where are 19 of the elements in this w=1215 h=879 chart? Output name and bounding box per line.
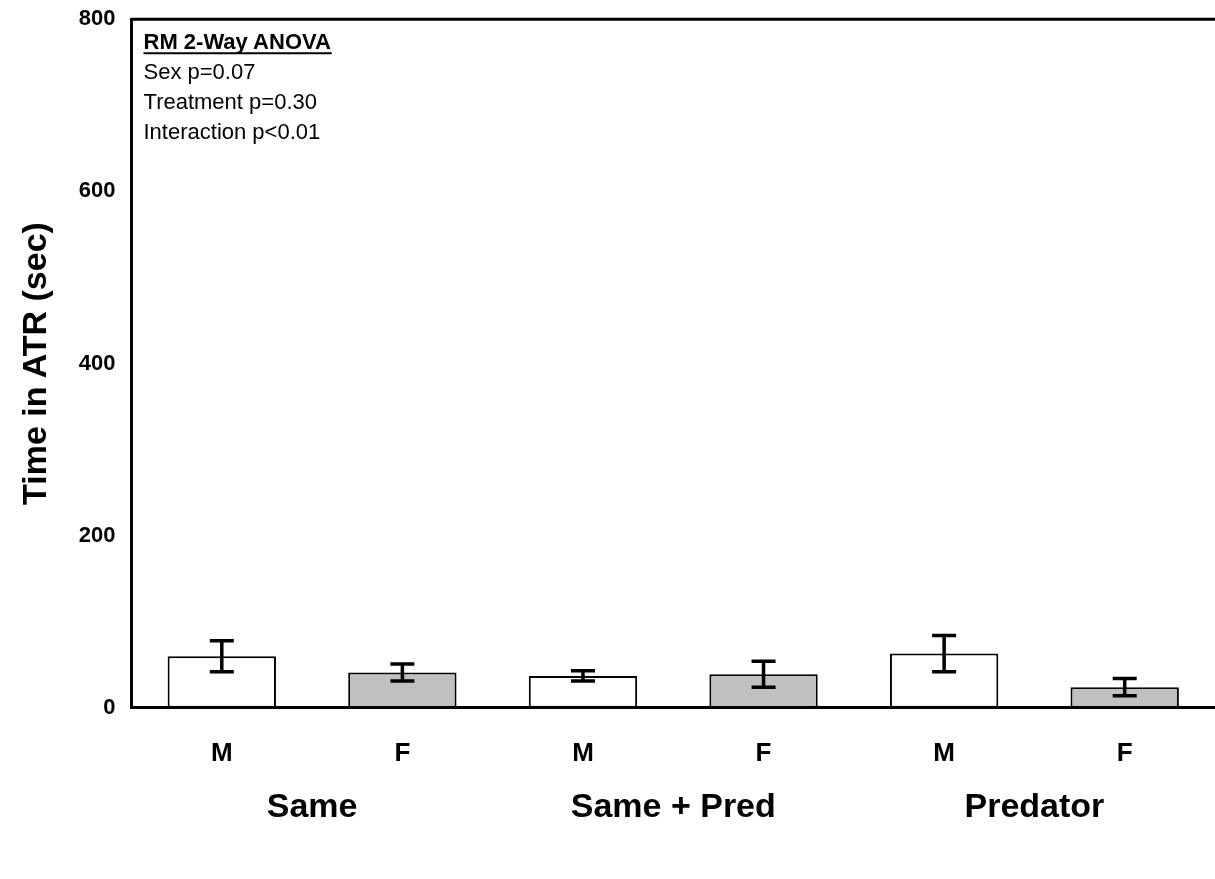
annotation: Interaction p<0.01 — [143, 119, 321, 145]
x-tick-label: M — [933, 736, 955, 767]
x-tick-label: F — [755, 736, 772, 767]
y-tick-label: 0 — [103, 693, 116, 719]
annotation: Treatment p=0.30 — [143, 89, 317, 115]
y-axis-title: Time in ATR (sec) — [14, 222, 53, 505]
y-tick-label: 400 — [78, 349, 116, 375]
x-tick-label: F — [394, 736, 411, 767]
x-tick-label: M — [572, 736, 594, 767]
y-tick-label: 800 — [78, 5, 116, 31]
x-tick-label: F — [1116, 736, 1133, 767]
y-tick-label: 600 — [78, 177, 116, 203]
text: Same + Pred — [570, 786, 776, 825]
y-tick-label: 200 — [78, 521, 116, 547]
annotation: Sex p=0.07 — [143, 59, 256, 85]
annotation: RM 2-Way ANOVA — [143, 29, 332, 55]
text: Same — [266, 786, 358, 825]
text: Predator — [964, 786, 1105, 825]
x-tick-label: M — [210, 736, 233, 767]
